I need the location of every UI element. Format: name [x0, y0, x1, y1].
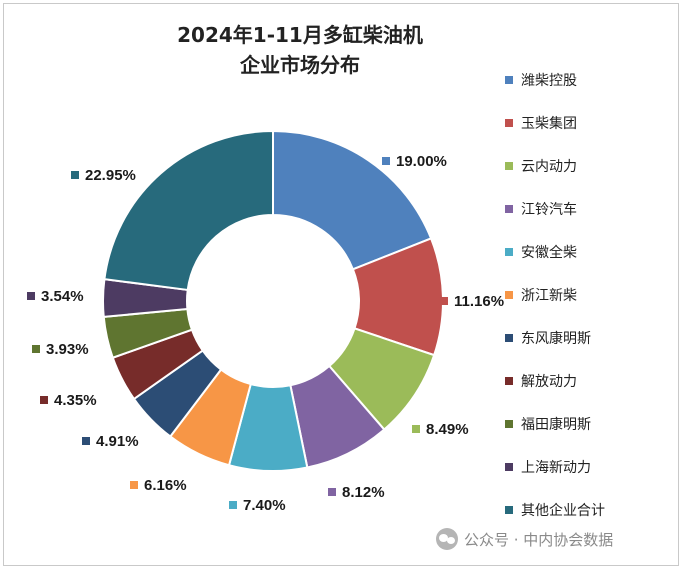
legend-item: 福田康明斯 [505, 402, 675, 445]
legend-item: 解放动力 [505, 359, 675, 402]
legend: 潍柴控股玉柴集团云内动力江铃汽车安徽全柴浙江新柴东风康明斯解放动力福田康明斯上海… [505, 58, 675, 531]
data-label-marker [412, 425, 420, 433]
legend-label: 福田康明斯 [521, 416, 591, 433]
legend-swatch [505, 161, 513, 170]
legend-label: 江铃汽车 [521, 201, 577, 218]
donut-slice [103, 129, 274, 292]
legend-item: 江铃汽车 [505, 187, 675, 230]
legend-label: 云内动力 [521, 158, 577, 175]
legend-label: 东风康明斯 [521, 330, 591, 347]
legend-swatch [505, 376, 513, 385]
data-label-marker [229, 501, 237, 509]
legend-item: 其他企业合计 [505, 488, 675, 531]
data-label: 11.16% [454, 293, 504, 310]
legend-swatch [505, 333, 513, 342]
legend-swatch [505, 204, 513, 213]
data-label: 6.16% [144, 477, 187, 494]
chart-title-line2: 企业市场分布 [240, 53, 360, 77]
data-label: 22.95% [85, 167, 136, 184]
watermark-text: 公众号 · 中内协会数据 [464, 530, 614, 549]
data-label-marker [27, 292, 35, 300]
data-label-marker [382, 157, 390, 165]
legend-swatch [505, 290, 513, 299]
chart-title: 2024年1-11月多缸柴油机 企业市场分布 [150, 20, 450, 80]
legend-label: 潍柴控股 [521, 72, 577, 89]
data-label-marker [440, 297, 448, 305]
legend-item: 上海新动力 [505, 445, 675, 488]
legend-label: 上海新动力 [521, 459, 591, 476]
legend-label: 解放动力 [521, 373, 577, 390]
watermark: 公众号 · 中内协会数据 [436, 528, 613, 550]
legend-swatch [505, 75, 513, 84]
legend-item: 潍柴控股 [505, 58, 675, 101]
data-label: 7.40% [243, 497, 286, 514]
data-label: 19.00% [396, 153, 447, 170]
legend-label: 安徽全柴 [521, 244, 577, 261]
legend-item: 云内动力 [505, 144, 675, 187]
legend-item: 玉柴集团 [505, 101, 675, 144]
data-label-marker [40, 396, 48, 404]
data-label: 4.91% [96, 433, 139, 450]
legend-swatch [505, 118, 513, 127]
legend-label: 玉柴集团 [521, 115, 577, 132]
legend-swatch [505, 505, 513, 514]
legend-item: 浙江新柴 [505, 273, 675, 316]
data-label-marker [32, 345, 40, 353]
legend-item: 安徽全柴 [505, 230, 675, 273]
data-label-marker [71, 171, 79, 179]
legend-label: 浙江新柴 [521, 287, 577, 304]
legend-swatch [505, 247, 513, 256]
data-label: 3.54% [41, 288, 84, 305]
legend-item: 东风康明斯 [505, 316, 675, 359]
data-label-marker [328, 488, 336, 496]
data-label: 8.12% [342, 484, 385, 501]
data-label: 8.49% [426, 421, 469, 438]
wechat-icon [436, 528, 458, 550]
legend-swatch [505, 462, 513, 471]
chart-title-line1: 2024年1-11月多缸柴油机 [177, 23, 423, 47]
legend-label: 其他企业合计 [521, 502, 605, 519]
donut-slice [272, 129, 433, 271]
legend-swatch [505, 419, 513, 428]
data-label-marker [82, 437, 90, 445]
data-label: 3.93% [46, 341, 89, 358]
data-label: 4.35% [54, 392, 97, 409]
data-label-marker [130, 481, 138, 489]
